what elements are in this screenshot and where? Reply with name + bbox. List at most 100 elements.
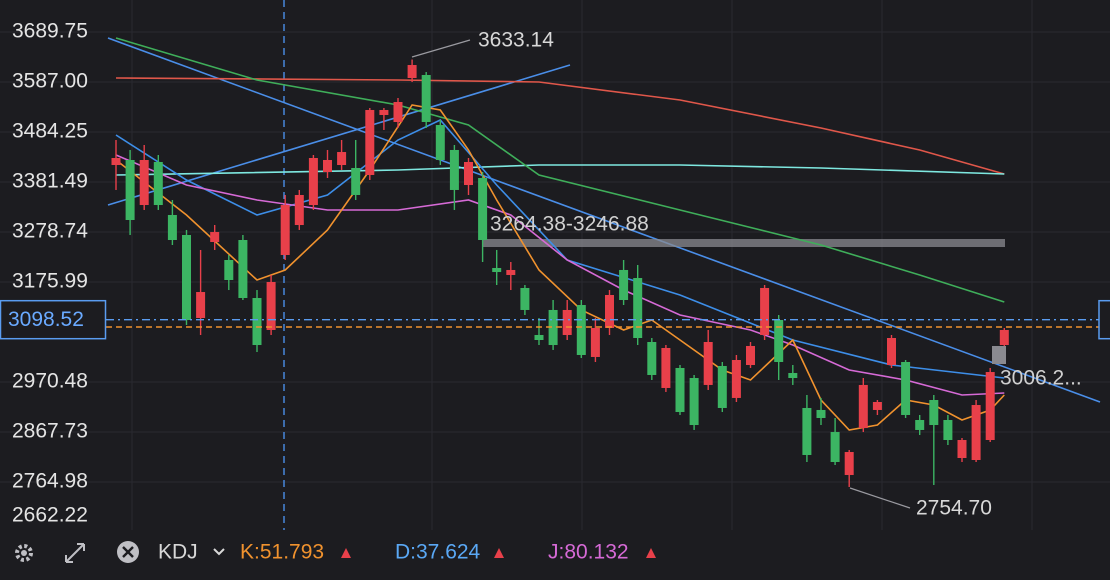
candle-body <box>929 400 939 426</box>
candle-body <box>435 125 445 160</box>
price-label: 3098.52 <box>8 308 84 331</box>
price-box <box>0 299 107 340</box>
ma-line <box>115 154 1005 396</box>
candle-body <box>351 167 361 195</box>
candle-body <box>379 109 389 115</box>
candle-body <box>492 267 502 273</box>
range-label: 3264.38-3246.88 <box>490 213 649 236</box>
low-label: 2754.70 <box>916 497 992 520</box>
candle-body <box>887 338 896 366</box>
candle-body <box>703 341 713 385</box>
marker <box>992 346 1006 364</box>
up-arrow <box>646 548 656 558</box>
candle-body <box>421 74 431 122</box>
candle-body <box>323 160 332 173</box>
candle-body <box>774 320 784 362</box>
ma-line <box>115 164 1005 176</box>
toolbar-bg <box>0 530 1110 580</box>
candle-body <box>746 345 755 366</box>
candle-body <box>943 420 953 440</box>
candle-body <box>139 160 149 206</box>
candle-body <box>633 278 643 339</box>
candle-body <box>760 287 770 335</box>
candle-body <box>407 65 417 79</box>
high-label: 3633.14 <box>478 29 554 52</box>
candle-body <box>576 305 586 355</box>
candle-body <box>675 367 685 413</box>
y-tick-label: 3175.99 <box>12 270 88 293</box>
candle-body <box>590 327 600 357</box>
candle-body <box>196 292 206 319</box>
candle-body <box>830 432 840 462</box>
y-tick-label: 3587.00 <box>12 70 88 93</box>
y-tick-label: 3689.75 <box>12 20 88 43</box>
up-arrow <box>494 548 504 558</box>
y-tick-label: 3484.25 <box>12 120 88 143</box>
ma-line <box>115 37 1005 303</box>
candle-body <box>689 378 699 426</box>
candle-body <box>506 269 516 275</box>
dropdown-icon[interactable] <box>213 548 225 556</box>
candle-body <box>717 365 727 408</box>
candle-body <box>731 360 741 398</box>
candle-body <box>872 401 882 410</box>
candle-body <box>562 309 572 335</box>
candle-body <box>619 269 629 300</box>
candle-body <box>308 158 318 206</box>
close-cross <box>122 546 134 558</box>
settings-icon-core <box>21 550 27 556</box>
indicator-value: K:51.793 <box>240 541 324 564</box>
candle-body <box>153 161 163 206</box>
y-tick-label: 3278.74 <box>12 220 88 243</box>
candle-body <box>224 260 234 280</box>
candle-body <box>915 420 925 430</box>
candle-body <box>252 298 262 346</box>
candle-body <box>449 149 459 190</box>
toolbar: KDJ <box>0 530 1110 580</box>
candles <box>111 59 1009 488</box>
y-tick-label: 3381.49 <box>12 170 88 193</box>
right-label: 3006.2... <box>1000 367 1082 390</box>
candle-body <box>210 232 220 242</box>
ma-line <box>115 77 1005 175</box>
price-box-right <box>1098 299 1110 340</box>
trend-line <box>107 64 571 206</box>
candle-body <box>167 214 177 240</box>
candle-body <box>548 309 558 346</box>
candle-body <box>182 234 191 320</box>
indicator-value: D:37.624 <box>395 541 481 564</box>
candle-body <box>280 205 290 255</box>
candle-body <box>478 178 488 240</box>
candle-body <box>337 152 347 166</box>
candle-body <box>788 372 798 379</box>
indicator-value: J:80.132 <box>548 541 629 564</box>
candle-body <box>802 407 812 455</box>
candle-body <box>957 440 967 459</box>
y-tick-label: 2867.73 <box>12 420 88 443</box>
candle-body <box>661 347 671 388</box>
candle-body <box>605 294 614 328</box>
candle-body <box>901 361 911 415</box>
y-tick-label: 2764.98 <box>12 470 88 493</box>
expand-icon[interactable] <box>65 543 85 563</box>
overlay: 3098.52 <box>0 299 1110 340</box>
candle-body <box>393 101 403 122</box>
settings-icon[interactable] <box>15 544 33 562</box>
indicator-name[interactable]: KDJ <box>158 541 198 564</box>
range-bar <box>482 239 1005 247</box>
candle-body <box>111 158 121 166</box>
candle-body <box>971 405 981 460</box>
candle-body <box>985 372 995 440</box>
candle-body <box>464 161 473 186</box>
candle-body <box>816 409 826 419</box>
candle-body <box>266 281 276 330</box>
candle-body <box>125 160 135 220</box>
up-arrow <box>341 548 351 558</box>
candle-body <box>365 109 375 175</box>
candle-body <box>238 240 248 299</box>
candle-body <box>294 194 304 226</box>
candle-body <box>520 287 530 310</box>
